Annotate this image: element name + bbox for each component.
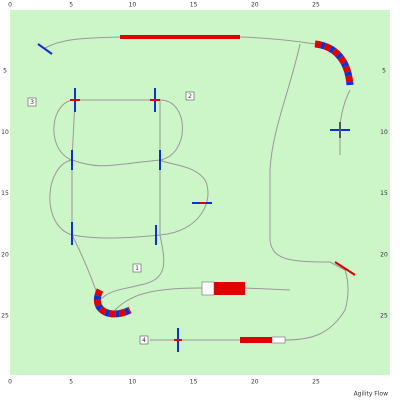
- right-tick-label: 5: [382, 68, 386, 75]
- top-tick-label: 15: [190, 2, 198, 9]
- left-tick-label: 15: [1, 190, 9, 197]
- marker-label: 1: [135, 265, 139, 272]
- field: [10, 10, 390, 375]
- top-tick-label: 25: [312, 2, 320, 9]
- marker-box: [185, 91, 195, 101]
- footer: Agility Flow: [354, 391, 389, 398]
- right-tick-label: 25: [380, 313, 388, 320]
- marker-label: 2: [188, 93, 192, 100]
- top-tick-label: 0: [8, 2, 12, 9]
- bottom-tick-label: 15: [190, 379, 198, 386]
- bottom-tick-label: 20: [251, 379, 259, 386]
- left-tick-label: 10: [1, 129, 9, 136]
- left-tick-label: 5: [3, 68, 7, 75]
- marker-box: [139, 335, 149, 345]
- bottom-tick-label: 10: [129, 379, 137, 386]
- top-tick-label: 5: [69, 2, 73, 9]
- left-tick-label: 20: [1, 251, 9, 258]
- top-tick-label: 10: [129, 2, 137, 9]
- marker-label: 3: [30, 99, 34, 106]
- marker-box: [132, 263, 142, 273]
- top-tick-label: 20: [251, 2, 259, 9]
- marker-label: 4: [142, 337, 146, 344]
- obstacles: [37, 35, 356, 352]
- bottom-tick-label: 0: [8, 379, 12, 386]
- bottom-tick-label: 25: [312, 379, 320, 386]
- left-tick-label: 25: [1, 313, 9, 320]
- right-tick-label: 10: [380, 129, 388, 136]
- right-tick-label: 20: [380, 251, 388, 258]
- marker-box: [27, 97, 37, 107]
- right-tick-label: 15: [380, 190, 388, 197]
- bottom-tick-label: 5: [69, 379, 73, 386]
